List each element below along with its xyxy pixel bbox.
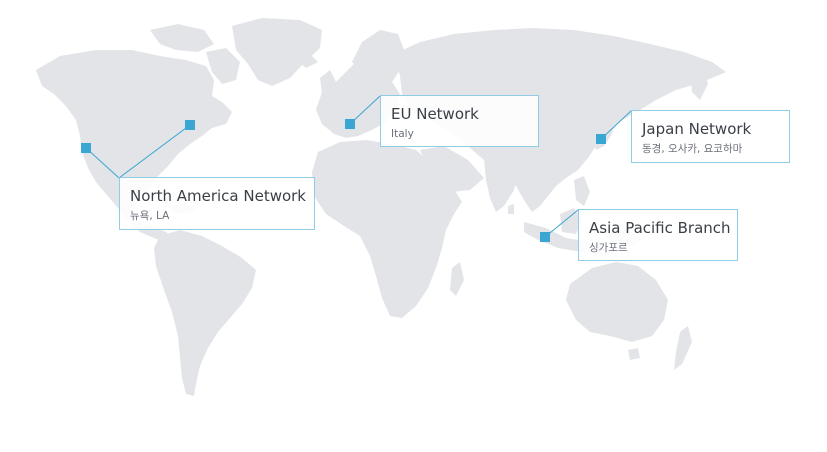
callout-title: Japan Network [642, 120, 752, 138]
uk-landmass [320, 70, 336, 96]
north-america-leader-ny [118, 124, 191, 179]
marker-italy[interactable] [345, 119, 355, 129]
north-america-landmass [36, 50, 232, 244]
scandinavia-landmass [352, 30, 404, 72]
north-america-leader-la [85, 147, 120, 179]
iceland-landmass [294, 54, 318, 68]
landmasses [36, 18, 726, 396]
asia-landmass [394, 28, 726, 212]
callout-subtitle: 뉴욕, LA [130, 210, 170, 222]
africa-landmass [312, 140, 462, 318]
callout-title: North America Network [130, 187, 306, 205]
sri-lanka-landmass [508, 204, 514, 214]
callout-subtitle: Italy [391, 128, 414, 140]
marker-new-york[interactable] [185, 120, 195, 130]
callout-eu[interactable]: EU Network Italy [380, 95, 539, 147]
callout-subtitle: 싱가포르 [589, 242, 628, 254]
arctic-islands-landmass [150, 24, 214, 52]
greenland-landmass [232, 18, 322, 86]
borneo-landmass [560, 208, 582, 234]
india-landmass [484, 158, 518, 212]
baffin-landmass [206, 48, 240, 84]
asia-pacific-leader [544, 209, 579, 238]
kamchatka-landmass [690, 66, 708, 100]
callout-japan[interactable]: Japan Network 동경, 오사카, 요코하마 [631, 110, 790, 163]
callout-asia-pacific[interactable]: Asia Pacific Branch 싱가포르 [578, 209, 738, 261]
callout-title: EU Network [391, 105, 479, 123]
new-zealand-landmass [674, 326, 692, 370]
madagascar-landmass [450, 262, 464, 296]
europe-landmass [316, 46, 400, 138]
marker-los-angeles[interactable] [81, 143, 91, 153]
marker-singapore[interactable] [540, 232, 550, 242]
callout-subtitle: 동경, 오사카, 요코하마 [642, 143, 743, 155]
philippines-landmass [574, 176, 590, 206]
marker-japan[interactable] [596, 134, 606, 144]
callout-north-america[interactable]: North America Network 뉴욕, LA [119, 177, 315, 230]
callout-title: Asia Pacific Branch [589, 219, 731, 237]
south-america-landmass [154, 230, 256, 396]
australia-landmass [566, 262, 668, 342]
tasmania-landmass [628, 348, 640, 360]
arabia-landmass [420, 146, 484, 192]
